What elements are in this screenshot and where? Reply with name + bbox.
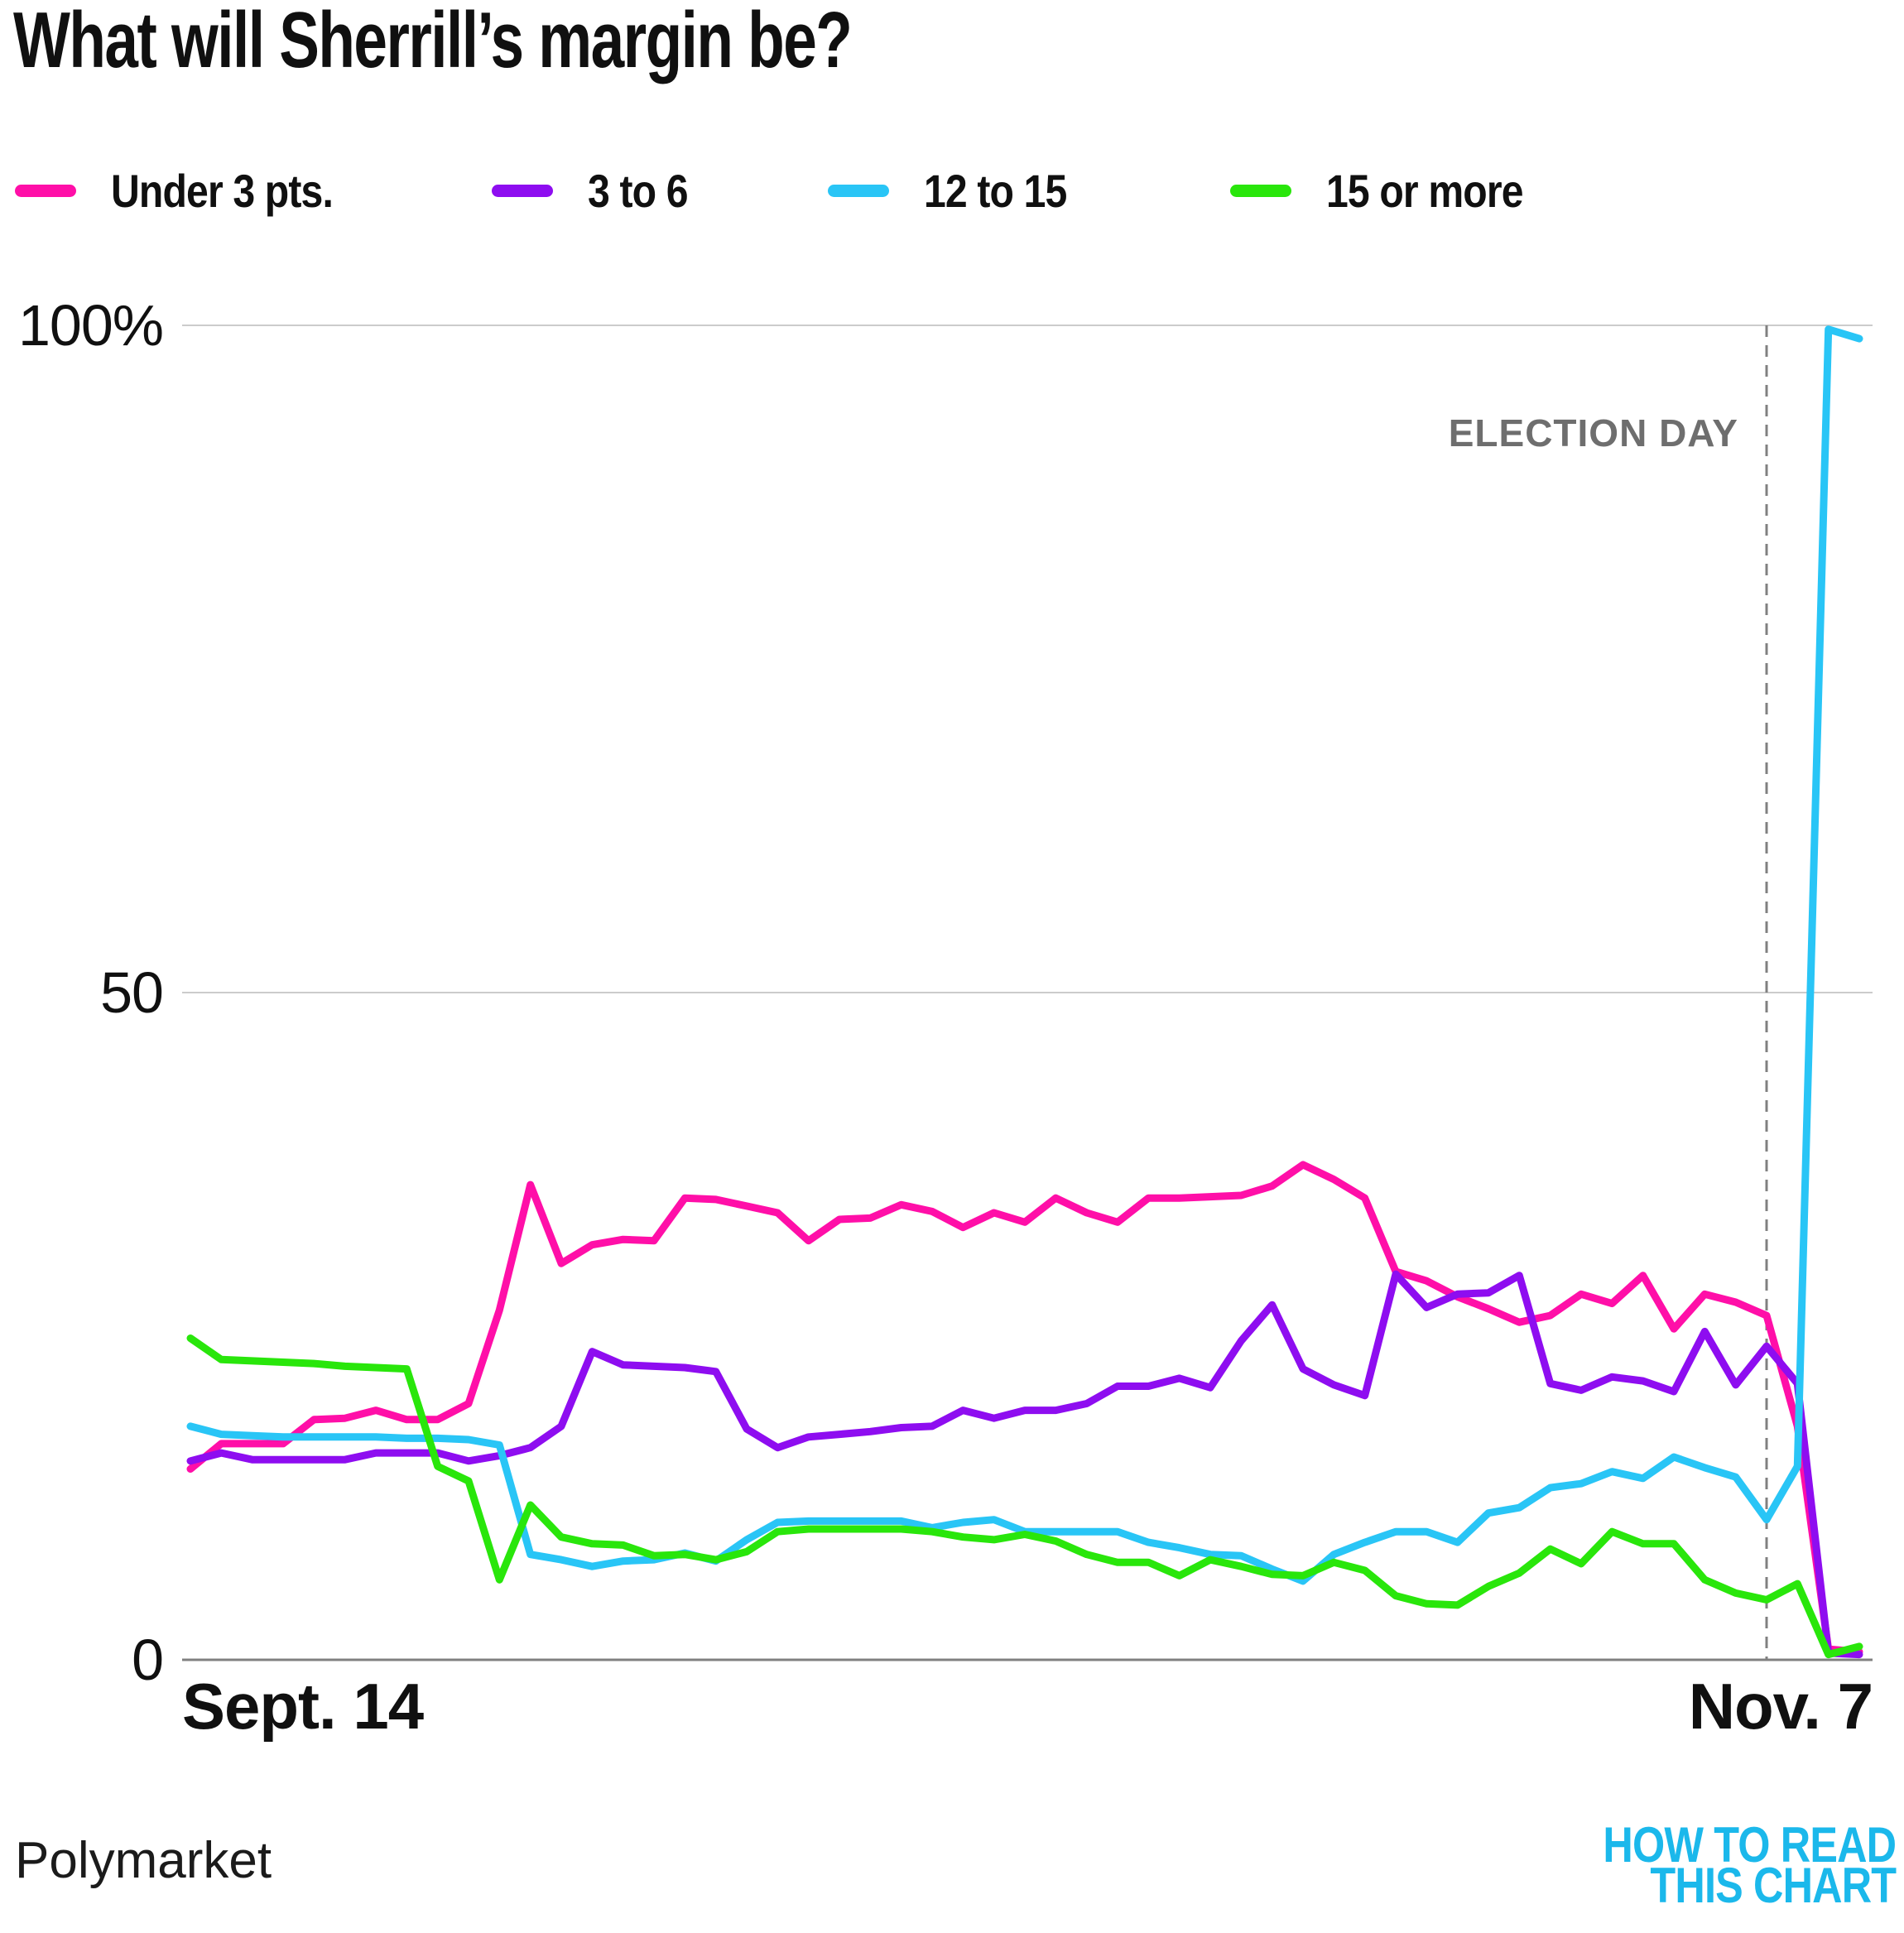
x-axis-tick-end: Nov. 7 <box>1688 1670 1873 1743</box>
legend-swatch-under-3 <box>15 184 76 197</box>
legend-item-12-to-15: 12 to 15 <box>828 164 1090 217</box>
legend-label-12-to-15: 12 to 15 <box>924 164 1067 217</box>
election-day-annotation: ELECTION DAY <box>1448 411 1738 454</box>
y-axis-tick-50: 50 <box>100 960 164 1025</box>
legend-item-15-or-more: 15 or more <box>1230 164 1555 217</box>
page-title: What will Sherrill’s margin be? <box>13 0 853 84</box>
legend-label-under-3: Under 3 pts. <box>111 164 334 217</box>
y-axis-tick-0: 0 <box>132 1628 164 1692</box>
x-axis-tick-start: Sept. 14 <box>182 1670 424 1743</box>
legend-label-15-or-more: 15 or more <box>1326 164 1524 217</box>
legend-swatch-3-to-6 <box>492 184 553 197</box>
legend-label-3-to-6: 3 to 6 <box>588 164 688 217</box>
logo-line-2: THIS CHART <box>1650 1858 1897 1913</box>
source-credit: Polymarket <box>15 1832 272 1889</box>
y-axis-tick-100: 100% <box>17 293 164 358</box>
legend-item-3-to-6: 3 to 6 <box>492 164 704 217</box>
legend-swatch-15-or-more <box>1230 184 1291 197</box>
how-to-read-this-chart-logo: HOW TO READ THIS CHART <box>1603 1817 1897 1913</box>
logo-line-1: HOW TO READ <box>1603 1817 1897 1873</box>
legend-item-under-3: Under 3 pts. <box>15 164 369 217</box>
legend-swatch-12-to-15 <box>828 184 889 197</box>
